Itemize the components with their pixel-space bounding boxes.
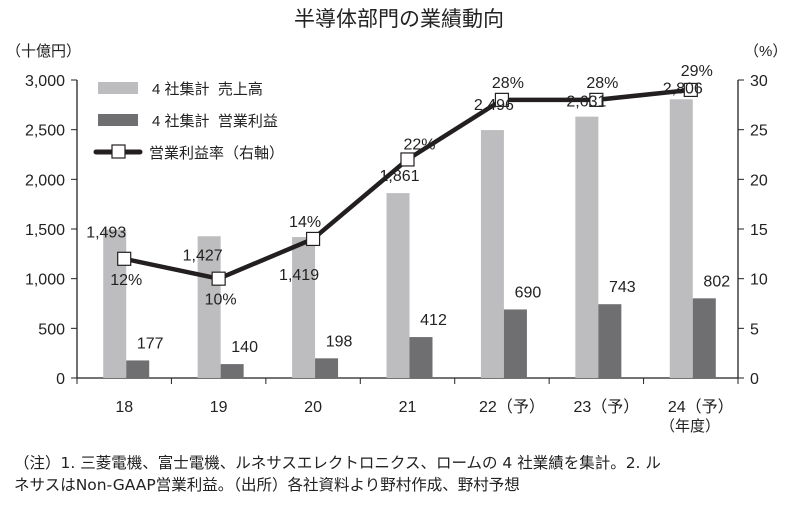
bar-profit xyxy=(315,358,339,378)
label-margin: 12% xyxy=(110,272,142,289)
label-profit: 198 xyxy=(326,333,353,350)
bar-profit xyxy=(503,309,527,378)
right-tick-label: 25 xyxy=(750,123,768,140)
legend-label-sales: 4 社集計 売上高 xyxy=(152,81,263,98)
right-tick-label: 30 xyxy=(750,73,768,90)
x-tick-label: 22（予） xyxy=(479,398,545,416)
footnote-line-1: （注）1. 三菱電機、富士電機、ルネサスエレクトロニクス、ロームの 4 社業績を… xyxy=(14,454,661,472)
right-tick-label: 15 xyxy=(750,222,768,239)
x-tick-label: 18 xyxy=(115,399,133,416)
bar-sales xyxy=(669,99,693,379)
left-tick-label: 1,500 xyxy=(25,222,65,239)
bar-profit xyxy=(220,364,244,378)
label-sales: 2,496 xyxy=(474,97,514,114)
label-sales: 1,419 xyxy=(279,267,319,284)
left-tick-label: 1,000 xyxy=(25,272,65,289)
label-profit: 412 xyxy=(420,312,447,329)
marker-margin xyxy=(683,82,698,98)
label-sales: 2,631 xyxy=(566,94,606,111)
bar-sales xyxy=(103,229,127,378)
label-margin: 28% xyxy=(586,75,618,92)
left-tick-label: 500 xyxy=(38,321,65,338)
label-margin: 14% xyxy=(289,214,321,231)
label-margin: 29% xyxy=(681,63,713,80)
chart: 半導体部門の業績動向 （十億円） （%） （年度） 0 500 1,000 1,500… xyxy=(6,8,787,435)
x-axis-unit: （年度） xyxy=(660,418,720,435)
right-tick-label: 10 xyxy=(750,272,768,289)
bar-profit xyxy=(598,304,622,378)
right-tick-label: 5 xyxy=(750,321,759,338)
bar-profit xyxy=(409,337,433,378)
left-tick-label: 2,000 xyxy=(25,172,65,189)
x-tick-label: 24（予） xyxy=(668,398,734,416)
left-tick-label: 2,500 xyxy=(25,123,65,140)
left-tick-label: 0 xyxy=(56,371,65,388)
marker-margin xyxy=(400,152,415,167)
marker-margin xyxy=(494,92,510,107)
legend-swatch-sales xyxy=(98,82,138,94)
label-sales: 1,861 xyxy=(379,168,419,185)
legend-marker-margin xyxy=(111,144,126,159)
marker-margin xyxy=(211,271,226,286)
bar-profit xyxy=(692,298,716,378)
label-sales: 2,806 xyxy=(663,80,703,97)
left-tick-label: 3,000 xyxy=(25,73,65,90)
label-profit: 140 xyxy=(231,339,258,356)
label-profit: 177 xyxy=(137,335,164,352)
x-tick-label: 23（予） xyxy=(573,398,639,416)
legend: 4 社集計 売上高 4 社集計 営業利益 営業利益率（右軸） xyxy=(93,81,284,162)
marker-margin xyxy=(305,231,321,247)
bar-sales xyxy=(480,130,504,378)
footnote-line-2: ネサスはNon-GAAP営業利益。（出所）各社資料より野村作成、野村予想 xyxy=(14,476,520,494)
marker-margin xyxy=(117,251,132,266)
right-axis-unit: （%） xyxy=(744,43,787,60)
label-margin: 28% xyxy=(492,75,524,92)
x-tick-label: 21 xyxy=(399,399,417,416)
legend-label-profit: 4 社集計 営業利益 xyxy=(152,113,278,130)
right-tick-label: 20 xyxy=(750,172,768,189)
label-sales: 1,427 xyxy=(183,247,223,264)
bar-profit xyxy=(126,360,150,378)
label-margin: 10% xyxy=(205,292,237,309)
bar-sales xyxy=(575,116,599,379)
marker-margin xyxy=(589,92,604,107)
legend-label-margin: 営業利益率（右軸） xyxy=(149,145,284,162)
legend-swatch-profit xyxy=(98,114,138,126)
label-margin: 22% xyxy=(403,136,435,153)
right-tick-label: 0 xyxy=(750,371,759,388)
left-axis-unit: （十億円） xyxy=(6,43,81,60)
label-profit: 802 xyxy=(703,273,730,290)
label-sales: 1,493 xyxy=(86,225,126,242)
label-profit: 690 xyxy=(515,284,542,301)
chart-title: 半導体部門の業績動向 xyxy=(294,8,504,31)
footnote: （注）1. 三菱電機、富士電機、ルネサスエレクトロニクス、ロームの 4 社業績を… xyxy=(14,452,789,496)
bar-sales xyxy=(386,193,410,378)
x-tick-label: 19 xyxy=(210,399,228,416)
bar-sales xyxy=(292,237,316,378)
label-profit: 743 xyxy=(609,279,636,296)
x-tick-label: 20 xyxy=(304,399,322,416)
